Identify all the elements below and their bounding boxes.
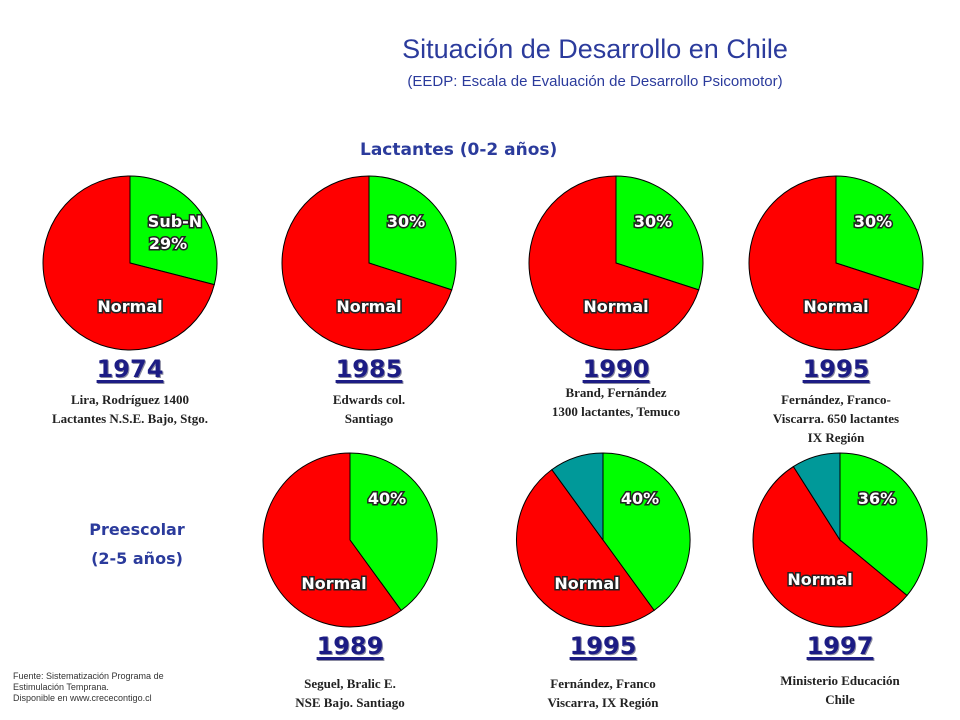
pie-slice-normal: [262, 452, 402, 628]
group-label-preescolar: Preescolar: [89, 520, 185, 539]
pie-slice-percent: [615, 175, 704, 291]
pie-chart-1985-lactantes: 30% Normal: [281, 175, 457, 351]
pie-label-percent: 29%: [149, 234, 187, 253]
pie-chart-1974-lactantes: Sub-N 29% Normal: [42, 175, 218, 351]
group-label-lactantes: Lactantes (0-2 años): [360, 140, 558, 160]
pie-label-percent: 40%: [621, 489, 659, 508]
pie-chart-1995-lactantes: 30% Normal: [748, 175, 924, 351]
chart-source-line: Lactantes N.S.E. Bajo, Stgo.: [51, 411, 208, 426]
pie-label-normal: Normal: [336, 297, 401, 316]
pie-slice-sub-n: [129, 175, 218, 286]
pie-slice-other: [551, 452, 604, 542]
chart-source-line: Lira, Rodríguez 1400: [70, 392, 190, 407]
pie-label-sub: Sub-N: [148, 212, 202, 231]
chart-source-line: Viscarra, IX Región: [547, 695, 659, 710]
chart-source-text: Seguel, Bralic E. NSE Bajo. Santiago: [235, 674, 465, 712]
chart-year-label: 1989: [316, 632, 384, 660]
group-label-preescolar-age: (2-5 años): [91, 549, 183, 568]
footnote-line: Fuente: Sistematización Programa de: [13, 671, 164, 681]
chart-source-text: Fernández, Franco Viscarra, IX Región: [488, 674, 718, 712]
chart-source-line: 1300 lactantes, Temuco: [551, 404, 681, 419]
footnote-line: Disponible en www.crececontigo.cl: [13, 693, 152, 703]
pie-label-percent: 30%: [634, 212, 672, 231]
chart-year-label: 1995: [802, 355, 870, 383]
chart-source-line: Viscarra. 650 lactantes: [772, 411, 900, 426]
pie-label-normal: Normal: [97, 297, 162, 316]
pie-chart-1989-preescolar: 40% Normal: [262, 452, 438, 628]
chart-source-line: Chile: [825, 692, 855, 707]
footnote: Fuente: Sistematización Programa de Esti…: [13, 671, 213, 704]
pie-slice-percent: [835, 175, 924, 291]
pie-label-percent: 40%: [368, 489, 406, 508]
pie-label-normal: Normal: [583, 297, 648, 316]
pie-label-normal: Normal: [301, 574, 366, 593]
chart-source-line: Fernández, Franco-: [781, 392, 891, 407]
chart-source-line: IX Región: [807, 430, 865, 445]
pie-chart-1995-preescolar: 40% Normal: [516, 452, 691, 628]
pie-label-normal: Normal: [803, 297, 868, 316]
chart-source-line: Ministerio Educación: [780, 673, 900, 688]
page-subtitle: (EEDP: Escala de Evaluación de Desarroll…: [407, 73, 783, 90]
chart-source-line: NSE Bajo. Santiago: [295, 695, 405, 710]
pie-slice-normal: [516, 468, 655, 628]
chart-source-line: Brand, Fernández: [565, 385, 667, 400]
chart-source-text: Edwards col. Santiago: [254, 390, 484, 428]
pie-slice-percent: [349, 452, 438, 612]
pie-label-normal: Normal: [787, 570, 852, 589]
chart-year-label: 1995: [569, 632, 637, 660]
chart-source-line: Santiago: [344, 411, 394, 426]
pie-slice-other: [792, 452, 841, 542]
pie-chart-1997-preescolar: 36% Normal: [752, 452, 928, 628]
pie-label-normal: Normal: [554, 574, 619, 593]
pie-chart-1990-lactantes: 30% Normal: [528, 175, 704, 351]
page-title: Situación de Desarrollo en Chile: [402, 34, 788, 64]
pie-slice-normal: [752, 465, 908, 628]
pie-slice-normal: [528, 175, 700, 351]
footnote-line: Estimulación Temprana.: [13, 682, 109, 692]
pie-slice-percent: [839, 452, 928, 597]
pie-slice-normal: [281, 175, 453, 351]
chart-year-label: 1997: [806, 632, 874, 660]
pie-slice-normal: [42, 175, 215, 351]
chart-year-label: 1990: [582, 355, 650, 383]
pie-label-percent: 30%: [387, 212, 425, 231]
chart-source-text: Lira, Rodríguez 1400 Lactantes N.S.E. Baj…: [15, 390, 245, 428]
pie-slice-percent: [602, 452, 691, 612]
chart-source-text: Fernández, Franco- Viscarra. 650 lactante…: [721, 390, 951, 447]
chart-source-line: Edwards col.: [332, 392, 406, 407]
chart-source-text: Brand, Fernández 1300 lactantes, Temuco: [501, 383, 731, 421]
pie-label-percent: 30%: [854, 212, 892, 231]
chart-source-line: Seguel, Bralic E.: [304, 676, 396, 691]
chart-year-label: 1985: [335, 355, 403, 383]
chart-source-text: Ministerio Educación Chile: [725, 671, 955, 709]
pie-label-percent: 36%: [858, 489, 896, 508]
pie-slice-normal: [748, 175, 920, 351]
chart-year-label: 1974: [96, 355, 164, 383]
pie-slice-percent: [368, 175, 457, 291]
chart-source-line: Fernández, Franco: [550, 676, 656, 691]
